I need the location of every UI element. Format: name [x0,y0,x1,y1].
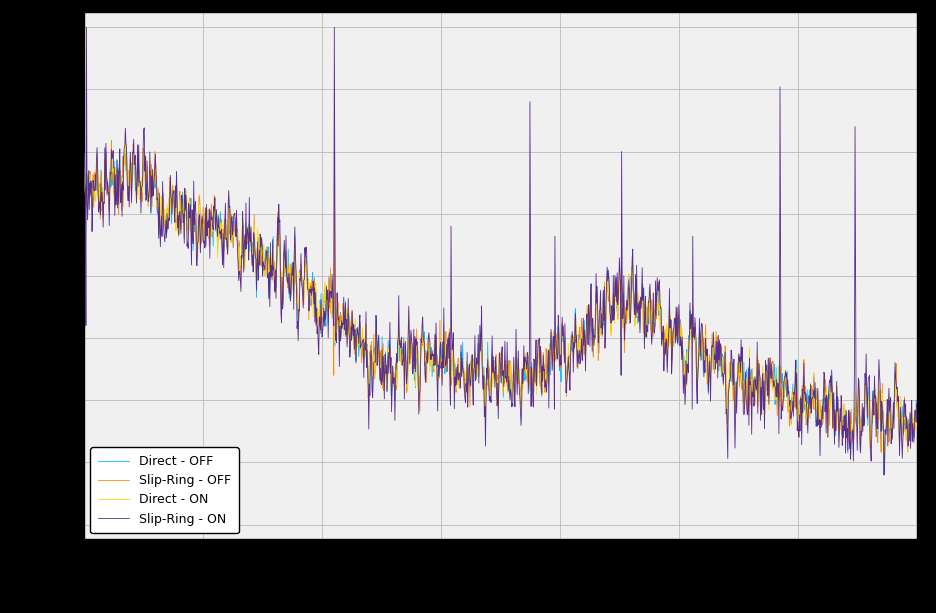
Slip-Ring - ON [432,361,444,368]
Direct - OFF [553,329,564,337]
Direct - OFF [143,189,154,197]
Slip-Ring - OFF [450,371,461,378]
Slip-Ring - ON [79,150,90,157]
Slip-Ring - OFF [178,211,189,219]
Direct - OFF [106,137,117,144]
Direct - OFF [432,360,444,368]
Slip-Ring - ON [450,382,461,389]
Slip-Ring - OFF [879,461,890,468]
Direct - ON [553,349,564,357]
Direct - OFF [912,416,923,423]
Direct - ON [912,409,923,416]
Legend: Direct - OFF, Slip-Ring - OFF, Direct - ON, Slip-Ring - ON: Direct - OFF, Slip-Ring - OFF, Direct - … [91,447,239,533]
Direct - OFF [450,368,461,375]
Line: Direct - ON: Direct - ON [84,143,917,454]
Slip-Ring - ON [465,382,476,389]
Direct - ON [121,140,132,147]
Direct - ON [879,450,890,457]
Slip-Ring - OFF [106,137,117,145]
Direct - OFF [878,471,889,478]
Slip-Ring - ON [878,471,889,479]
Direct - ON [143,182,154,189]
Slip-Ring - ON [178,219,189,226]
Direct - ON [465,376,476,384]
Direct - OFF [465,357,476,365]
Slip-Ring - OFF [912,402,923,409]
Direct - ON [450,376,461,383]
Slip-Ring - OFF [553,342,564,349]
Direct - OFF [178,199,189,207]
Slip-Ring - ON [553,326,564,333]
Direct - ON [432,376,444,384]
Slip-Ring - ON [80,23,92,31]
Direct - OFF [79,173,90,181]
Slip-Ring - OFF [143,192,154,200]
Direct - ON [79,164,90,172]
Line: Slip-Ring - OFF: Slip-Ring - OFF [84,141,917,465]
Slip-Ring - ON [143,185,154,192]
Direct - ON [178,200,189,207]
Line: Direct - OFF: Direct - OFF [84,140,917,474]
Line: Slip-Ring - ON: Slip-Ring - ON [84,27,917,475]
Slip-Ring - ON [912,402,923,409]
Slip-Ring - OFF [79,173,90,181]
Slip-Ring - OFF [465,365,476,372]
Slip-Ring - OFF [432,358,444,365]
